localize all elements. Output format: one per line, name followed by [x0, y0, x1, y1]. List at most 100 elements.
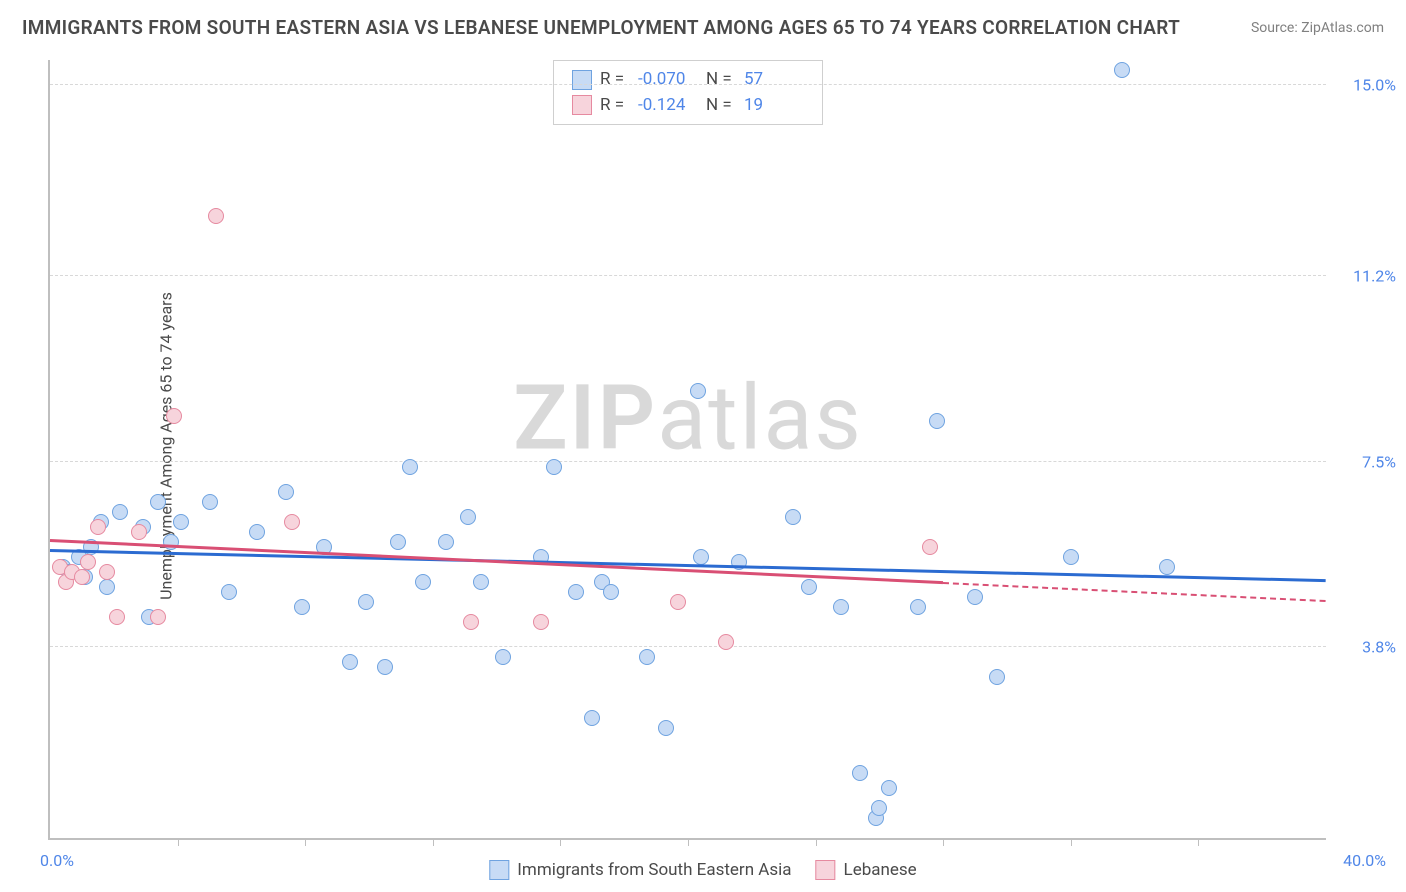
- data-point: [221, 584, 237, 600]
- data-point: [202, 494, 218, 510]
- data-point: [438, 534, 454, 550]
- legend-item: Immigrants from South Eastern Asia: [489, 860, 791, 880]
- data-point: [473, 574, 489, 590]
- data-point: [99, 579, 115, 595]
- data-point: [967, 589, 983, 605]
- chart-title: IMMIGRANTS FROM SOUTH EASTERN ASIA VS LE…: [22, 16, 1180, 39]
- data-point: [284, 514, 300, 530]
- x-tick: [688, 838, 689, 846]
- data-point: [342, 654, 358, 670]
- data-point: [658, 720, 674, 736]
- data-point: [463, 614, 479, 630]
- gridline: [50, 84, 1326, 85]
- data-point: [390, 534, 406, 550]
- legend-swatch: [572, 70, 592, 90]
- trend-line: [50, 549, 1326, 582]
- x-tick: [1071, 838, 1072, 846]
- x-tick: [816, 838, 817, 846]
- legend-swatch: [572, 95, 592, 115]
- legend-row: R = -0.124 N = 19: [572, 93, 804, 119]
- data-point: [402, 459, 418, 475]
- data-point: [568, 584, 584, 600]
- data-point: [131, 524, 147, 540]
- legend-series-label: Lebanese: [844, 860, 917, 880]
- data-point: [1114, 62, 1130, 78]
- data-point: [278, 484, 294, 500]
- legend-swatch: [489, 860, 509, 880]
- data-point: [852, 765, 868, 781]
- y-tick-label: 3.8%: [1362, 638, 1396, 657]
- data-point: [415, 574, 431, 590]
- data-point: [693, 549, 709, 565]
- legend-n-label: N =: [706, 93, 736, 119]
- legend-n-value: 57: [744, 67, 804, 93]
- data-point: [929, 413, 945, 429]
- data-point: [833, 599, 849, 615]
- legend-n-value: 19: [744, 93, 804, 119]
- data-point: [150, 494, 166, 510]
- data-point: [718, 634, 734, 650]
- x-tick: [560, 838, 561, 846]
- data-point: [910, 599, 926, 615]
- x-tick: [943, 838, 944, 846]
- data-point: [785, 509, 801, 525]
- gridline: [50, 646, 1326, 647]
- x-max-label: 40.0%: [1343, 851, 1386, 870]
- legend-r-value: -0.124: [638, 93, 698, 119]
- data-point: [150, 609, 166, 625]
- y-tick-label: 11.2%: [1353, 266, 1396, 285]
- x-min-label: 0.0%: [40, 851, 74, 870]
- gridline: [50, 275, 1326, 276]
- data-point: [294, 599, 310, 615]
- x-tick: [433, 838, 434, 846]
- data-point: [112, 504, 128, 520]
- data-point: [922, 539, 938, 555]
- data-point: [377, 659, 393, 675]
- data-point: [74, 569, 90, 585]
- legend-r-value: -0.070: [638, 67, 698, 93]
- data-point: [166, 408, 182, 424]
- data-point: [603, 584, 619, 600]
- legend-series-label: Immigrants from South Eastern Asia: [517, 860, 791, 880]
- data-point: [670, 594, 686, 610]
- data-point: [881, 780, 897, 796]
- data-point: [495, 649, 511, 665]
- x-tick: [1198, 838, 1199, 846]
- plot-area: ZIPatlas R =-0.070N =57R =-0.124N =19 0.…: [48, 60, 1326, 840]
- x-tick: [178, 838, 179, 846]
- watermark: ZIPatlas: [513, 365, 863, 470]
- data-point: [80, 554, 96, 570]
- data-point: [99, 564, 115, 580]
- data-point: [801, 579, 817, 595]
- data-point: [584, 710, 600, 726]
- data-point: [690, 383, 706, 399]
- data-point: [533, 614, 549, 630]
- stats-legend: R = -0.070 N = 57 R = -0.124 N = 19: [553, 60, 823, 125]
- data-point: [1063, 549, 1079, 565]
- data-point: [90, 519, 106, 535]
- data-point: [639, 649, 655, 665]
- y-tick-label: 15.0%: [1353, 76, 1396, 95]
- legend-row: R = -0.070 N = 57: [572, 67, 804, 93]
- data-point: [208, 208, 224, 224]
- gridline: [50, 461, 1326, 462]
- trend-line-extrapolated: [943, 582, 1326, 602]
- legend-r-label: R =: [600, 93, 630, 119]
- data-point: [358, 594, 374, 610]
- x-tick: [305, 838, 306, 846]
- data-point: [249, 524, 265, 540]
- data-point: [546, 459, 562, 475]
- data-point: [173, 514, 189, 530]
- data-point: [460, 509, 476, 525]
- data-point: [989, 669, 1005, 685]
- legend-n-label: N =: [706, 67, 736, 93]
- data-point: [1159, 559, 1175, 575]
- trend-line: [50, 539, 943, 584]
- y-tick-label: 7.5%: [1362, 452, 1396, 471]
- legend-r-label: R =: [600, 67, 630, 93]
- data-point: [871, 800, 887, 816]
- legend-swatch: [816, 860, 836, 880]
- data-point: [109, 609, 125, 625]
- series-legend: Immigrants from South Eastern Asia Lebane…: [489, 860, 916, 880]
- legend-item: Lebanese: [816, 860, 917, 880]
